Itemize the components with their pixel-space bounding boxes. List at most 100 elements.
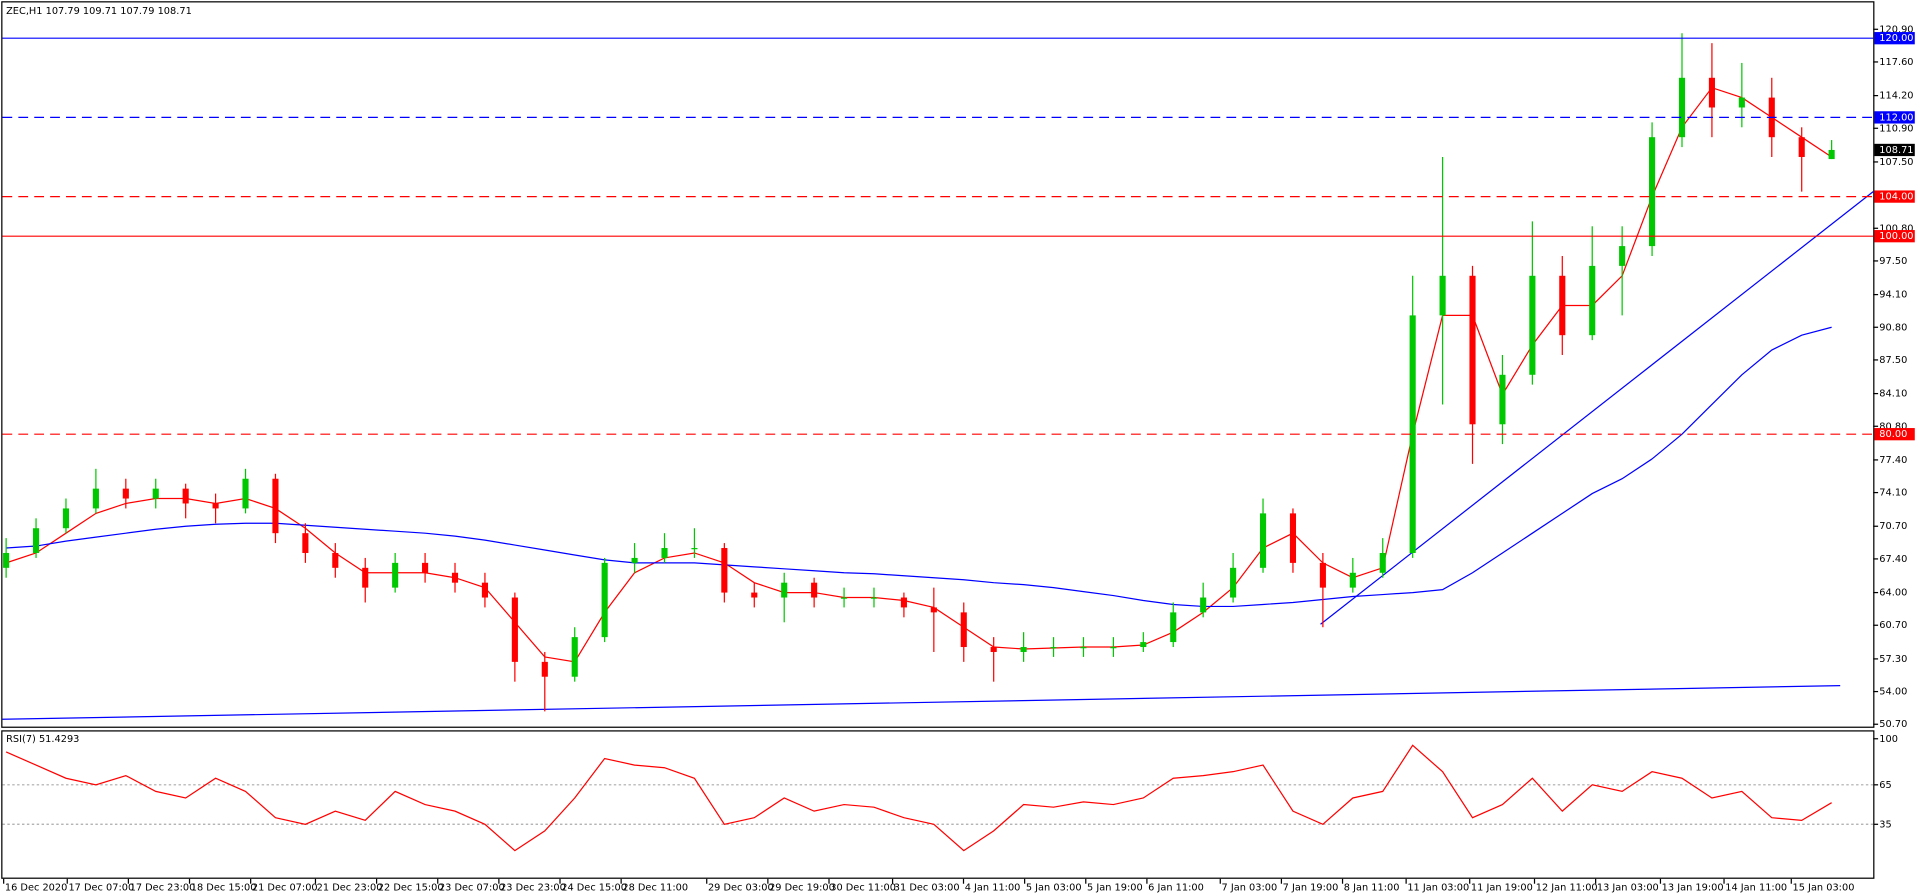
- candle-body: [1110, 647, 1117, 649]
- candle-body: [332, 552, 339, 568]
- candle-body: [1649, 137, 1656, 247]
- x-tick-label: 22 Dec 15:00: [378, 882, 444, 893]
- y-tick-label: 74.10: [1879, 488, 1907, 499]
- candle-body: [1678, 77, 1686, 138]
- x-tick-label: 13 Jan 19:00: [1662, 882, 1724, 893]
- y-tick-label: 54.00: [1879, 687, 1907, 698]
- level-label: 100.00: [1879, 231, 1913, 242]
- rsi-panel: [1, 730, 1875, 879]
- candle-body: [92, 488, 99, 509]
- chart-title: ZEC,H1 107.79 109.71 107.79 108.71: [6, 6, 192, 17]
- candle-body: [1738, 97, 1745, 108]
- y-tick-label: 107.50: [1879, 157, 1913, 168]
- x-tick-label: 29 Dec 03:00: [708, 882, 774, 893]
- x-tick-label: 4 Jan 11:00: [965, 882, 1021, 893]
- x-tick-label: 5 Jan 19:00: [1087, 882, 1143, 893]
- y-tick-label: 80.80: [1879, 421, 1907, 432]
- candle-body: [1230, 567, 1237, 598]
- candle-body: [451, 572, 459, 583]
- level-label-box: [1874, 428, 1915, 441]
- candle-body: [631, 557, 638, 563]
- candle-body: [1828, 149, 1835, 160]
- level-label: 104.00: [1879, 192, 1913, 203]
- x-tick-label: 31 Dec 03:00: [894, 882, 960, 893]
- candle-body: [840, 597, 848, 599]
- candle-body: [1379, 552, 1386, 573]
- y-tick-label: 57.30: [1879, 654, 1907, 665]
- x-tick-label: 18 Dec 15:00: [191, 882, 257, 893]
- level-label: 120.00: [1879, 33, 1913, 44]
- level-label-box: [1874, 190, 1915, 203]
- candle-body: [1499, 374, 1506, 425]
- level-label-box: [1874, 32, 1915, 45]
- x-tick-label: 12 Jan 11:00: [1536, 882, 1598, 893]
- x-tick-label: 7 Jan 19:00: [1283, 882, 1339, 893]
- candle-body: [1589, 265, 1596, 336]
- candle-body: [900, 597, 907, 608]
- y-tick-label: 70.70: [1879, 521, 1907, 532]
- level-label: 112.00: [1879, 112, 1913, 123]
- x-tick-label: 14 Jan 11:00: [1725, 882, 1787, 893]
- candle-body: [242, 478, 249, 509]
- candle-body: [811, 582, 818, 598]
- y-tick-label: 100.80: [1879, 223, 1913, 234]
- candle-body: [1140, 642, 1147, 648]
- moving-average: [6, 326, 1832, 608]
- candle-body: [721, 548, 728, 593]
- x-tick-label: 7 Jan 03:00: [1221, 882, 1277, 893]
- x-tick-label: 11 Jan 19:00: [1471, 882, 1533, 893]
- rsi-tick-label: 100: [1879, 734, 1898, 745]
- y-tick-label: 87.50: [1879, 355, 1907, 366]
- y-tick-label: 110.90: [1879, 123, 1913, 134]
- candle-body: [1289, 513, 1297, 563]
- candle-body: [62, 508, 70, 529]
- candle-body: [1259, 513, 1267, 568]
- trend-line: [2, 685, 1841, 720]
- x-tick-label: 16 Dec 2020: [5, 882, 67, 893]
- candle-body: [1708, 77, 1715, 108]
- candle-body: [781, 582, 788, 598]
- candle-body: [182, 488, 189, 504]
- candle-body: [1798, 137, 1805, 157]
- y-tick-label: 84.10: [1879, 389, 1907, 400]
- candle-body: [990, 647, 997, 652]
- candle-body: [1200, 597, 1207, 613]
- y-tick-label: 94.10: [1879, 290, 1907, 301]
- candle-body: [1529, 275, 1536, 375]
- candle-body: [1050, 647, 1057, 649]
- candle-body: [1619, 246, 1626, 266]
- candle-body: [1319, 562, 1326, 588]
- x-tick-label: 21 Dec 07:00: [252, 882, 318, 893]
- candle-body: [1469, 275, 1476, 425]
- current-price-label: 108.71: [1879, 145, 1913, 156]
- y-tick-label: 90.80: [1879, 322, 1907, 333]
- y-tick-label: 64.00: [1879, 588, 1907, 599]
- rsi-tick-label: 35: [1879, 819, 1891, 830]
- candle-body: [212, 503, 219, 509]
- x-tick-label: 24 Dec 15:00: [561, 882, 627, 893]
- candle-body: [422, 562, 429, 573]
- candle-body: [1020, 647, 1027, 652]
- x-tick-label: 29 Dec 19:00: [769, 882, 835, 893]
- candle-body: [930, 607, 937, 613]
- y-tick-label: 120.90: [1879, 24, 1913, 35]
- x-tick-label: 13 Jan 03:00: [1597, 882, 1659, 893]
- y-tick-label: 77.40: [1879, 455, 1907, 466]
- candle-body: [122, 488, 129, 499]
- y-tick-label: 97.50: [1879, 256, 1907, 267]
- candle-body: [392, 562, 399, 588]
- rsi-tick-label: 65: [1879, 780, 1891, 791]
- level-label: 80.00: [1879, 429, 1907, 440]
- candle-body: [1409, 315, 1416, 553]
- candle-body: [960, 612, 967, 648]
- candle-body: [1080, 647, 1087, 649]
- x-tick-label: 6 Jan 11:00: [1148, 882, 1204, 893]
- x-tick-label: 5 Jan 03:00: [1026, 882, 1082, 893]
- candle-body: [302, 533, 309, 553]
- x-tick-label: 23 Dec 07:00: [439, 882, 505, 893]
- x-tick-label: 17 Dec 07:00: [68, 882, 134, 893]
- candle-body: [1349, 572, 1356, 588]
- candle-body: [691, 548, 698, 550]
- candle-body: [870, 597, 878, 599]
- candle-body: [32, 528, 40, 553]
